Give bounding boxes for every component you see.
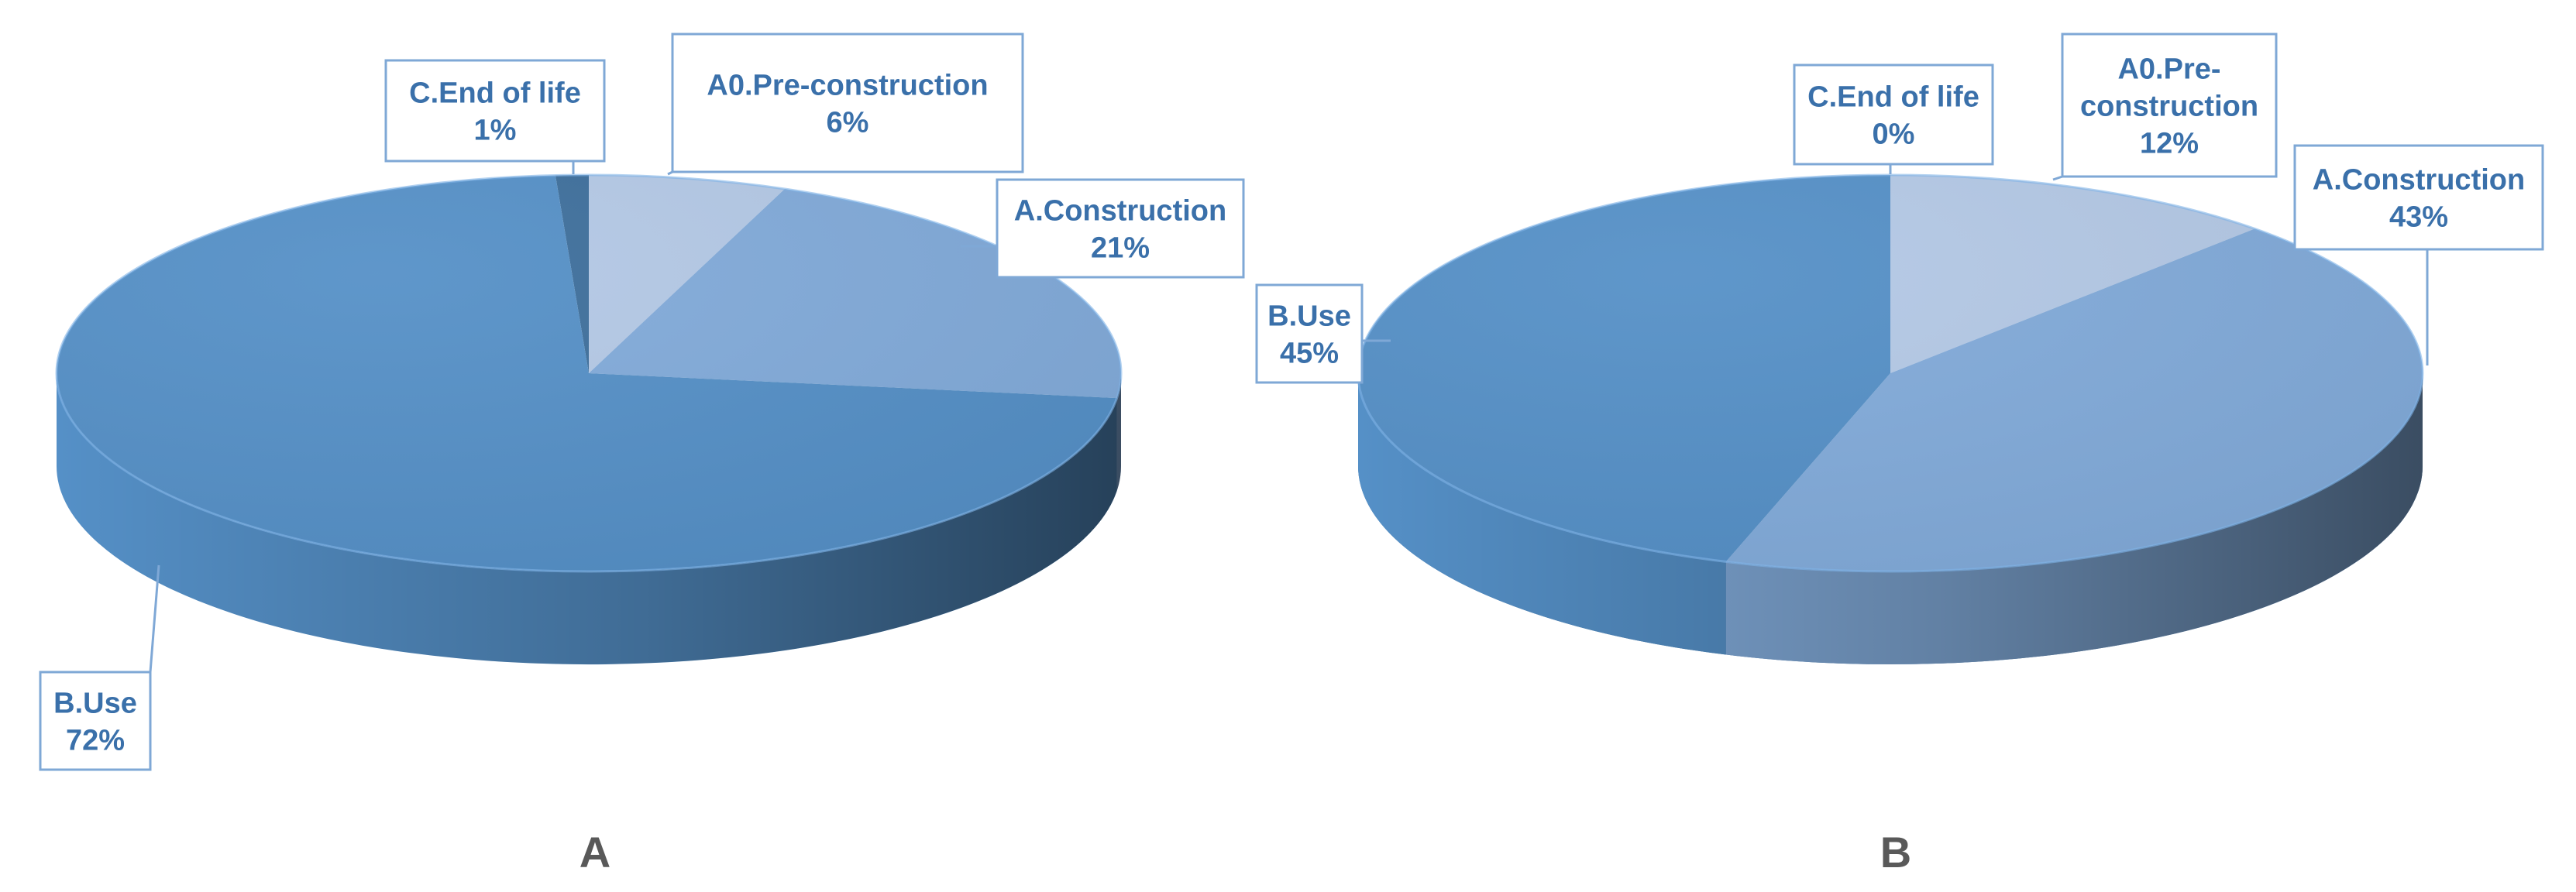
- pie-b-label-text-a0-pre-construction: A0.Pre-: [2117, 53, 2220, 85]
- pie-a-label-text-c-end-of-life: 1%: [474, 114, 517, 146]
- pie-b-label-box-b-use: [1255, 283, 1364, 384]
- pie-a-sides: [56, 373, 1121, 665]
- pie-a-label-c-end-of-life: C.End of life 1%: [384, 59, 606, 174]
- pie-b-label-box-a0-pre-construction: [2061, 33, 2278, 178]
- pie-b-label-text-c-end-of-life: C.End of life: [1807, 81, 1979, 113]
- pie-b-label-c-end-of-life: C.End of life 0%: [1793, 63, 1994, 174]
- pie-a-label-text-c-end-of-life: C.End of life: [409, 77, 581, 109]
- pie-b-slices: [1357, 173, 2424, 573]
- pie-b-label-text-c-end-of-life: 0%: [1873, 118, 1915, 150]
- pie-b-label-text-a-construction: 43%: [2389, 201, 2448, 233]
- pie-a-label-text-b-use: B.Use: [53, 687, 137, 719]
- pie-a-label-box-a0-pre-construction: [671, 33, 1024, 173]
- pie-a-label-text-a-construction: A.Construction: [1014, 194, 1226, 227]
- pie-a-slices: [55, 173, 1123, 573]
- pie-a-label-text-a-construction: 21%: [1091, 232, 1150, 264]
- pie-a-label-text-b-use: 72%: [66, 724, 125, 756]
- pie-a-leader-b-use: [149, 564, 160, 673]
- pie-b-label-box-a-construction: [2293, 144, 2544, 251]
- pie-a-label-text-a0-pre-construction: A0.Pre-construction: [707, 69, 988, 101]
- pie-b-top-shine: [1358, 175, 2423, 571]
- pie-a-label-box-c-end-of-life: [384, 59, 606, 163]
- pie-b-labels: C.End of life 0% A0.Pre-construction 12% A.C…: [1255, 33, 2544, 384]
- pie-a-label-box-b-use: [39, 671, 152, 771]
- pie-b-side-shade: [1358, 373, 2423, 664]
- pie-a-label-box-a-construction: [996, 178, 1245, 279]
- pie-b-sides: [1358, 373, 2423, 665]
- pie-b-label-text-a-construction: A.Construction: [2313, 163, 2525, 196]
- pie-b-caption: B: [1880, 828, 1911, 877]
- pie-b-label-text-b-use: B.Use: [1267, 300, 1351, 332]
- pie-b-label-b-use: B.Use 45%: [1255, 283, 1391, 384]
- pie-b-label-box-c-end-of-life: [1793, 63, 1994, 166]
- pie-a-label-text-a0-pre-construction: 6%: [827, 106, 869, 139]
- pie-b-label-a0-pre-construction: A0.Pre-construction 12%: [2052, 33, 2278, 181]
- pie-b-leader-a0-pre-construction: [2052, 175, 2063, 181]
- pie-a-rim: [55, 173, 1123, 573]
- pie-chart-a: C.End of life 1% A0.Pre-construction 6% A.Co…: [39, 33, 1245, 877]
- pie-b-label-a-construction: A.Construction 43%: [2293, 144, 2544, 365]
- pie-a-top-shine: [57, 175, 1121, 571]
- pie-b-label-text-a0-pre-construction: construction: [2080, 90, 2258, 122]
- pie-a-labels: C.End of life 1% A0.Pre-construction 6% A.Co…: [39, 33, 1245, 771]
- pie-a-side-shade: [57, 373, 1121, 664]
- pie-a-caption: A: [580, 828, 610, 877]
- pie-chart-b: C.End of life 0% A0.Pre-construction 12% A.C…: [1255, 33, 2544, 877]
- pie-a-label-b-use: B.Use 72%: [39, 564, 160, 771]
- pie-a-label-a-construction: A.Construction 21%: [961, 178, 1245, 279]
- pie-b-label-text-b-use: 45%: [1280, 337, 1339, 369]
- pie-b-label-text-a0-pre-construction: 12%: [2140, 127, 2199, 160]
- pie-a-label-a0-pre-construction: A0.Pre-construction 6%: [667, 33, 1024, 176]
